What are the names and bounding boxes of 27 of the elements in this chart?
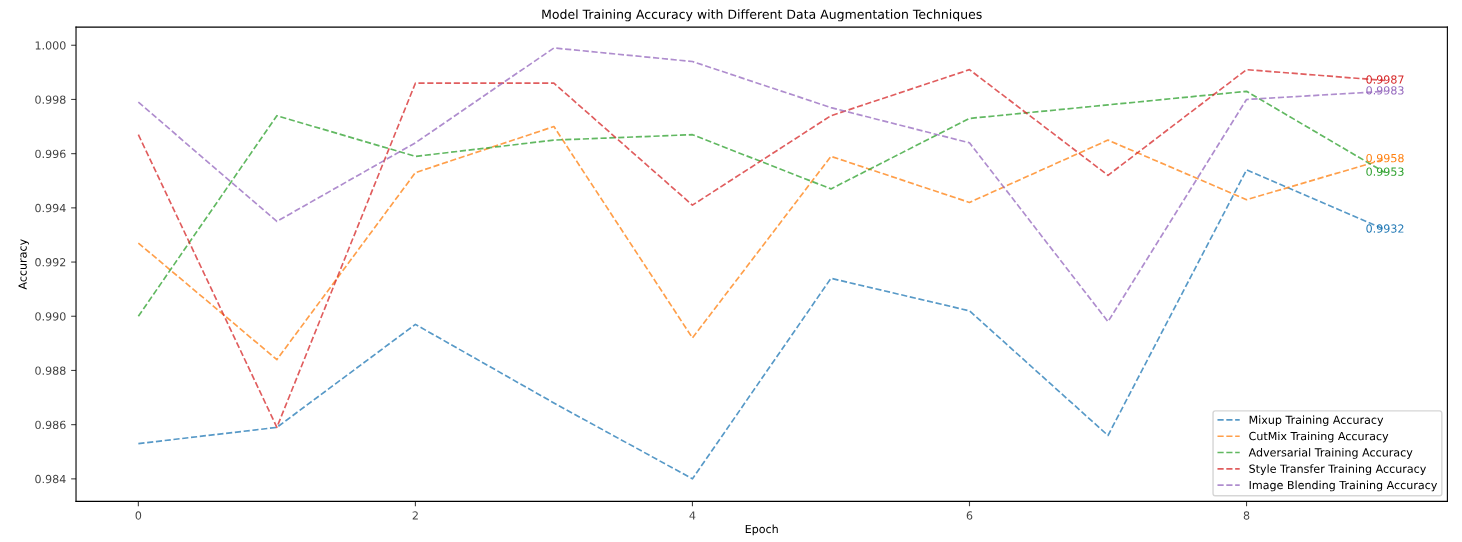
y-tick-label: 0.990 <box>35 312 66 321</box>
x-tick-label: 2 <box>412 511 418 520</box>
y-tick-label: 1.000 <box>35 41 66 50</box>
y-tick-label: 0.992 <box>35 258 66 267</box>
y-axis-title: Accuracy <box>18 239 29 290</box>
y-tick-label: 0.984 <box>35 474 66 484</box>
x-tick-label: 6 <box>966 511 973 520</box>
y-tick-label: 0.998 <box>35 95 66 104</box>
data-label: 0.9958 <box>1366 153 1404 163</box>
legend-label: Style Transfer Training Accuracy <box>1249 464 1427 476</box>
y-tick-label: 0.986 <box>35 420 66 430</box>
data-label: 0.9953 <box>1366 167 1404 176</box>
x-tick-label: 8 <box>1243 511 1250 520</box>
x-axis-title: Epoch <box>745 524 778 536</box>
x-tick-label: 4 <box>689 511 696 520</box>
legend-label: Image Blending Training Accuracy <box>1249 480 1438 492</box>
legend-label: CutMix Training Accuracy <box>1249 431 1389 443</box>
y-tick-label: 0.996 <box>35 149 66 159</box>
y-tick-label: 0.988 <box>35 366 66 375</box>
legend-label: Mixup Training Accuracy <box>1249 415 1384 427</box>
x-tick-label: 0 <box>135 511 142 520</box>
data-label: 0.9987 <box>1366 75 1404 84</box>
chart-title: Model Training Accuracy with Different Data Augmentation Techniques <box>542 9 982 22</box>
y-tick-label: 0.994 <box>35 203 66 213</box>
data-label: 0.9932 <box>1366 224 1404 233</box>
legend-label: Adversarial Training Accuracy <box>1248 447 1413 459</box>
data-label: 0.9983 <box>1366 86 1404 95</box>
